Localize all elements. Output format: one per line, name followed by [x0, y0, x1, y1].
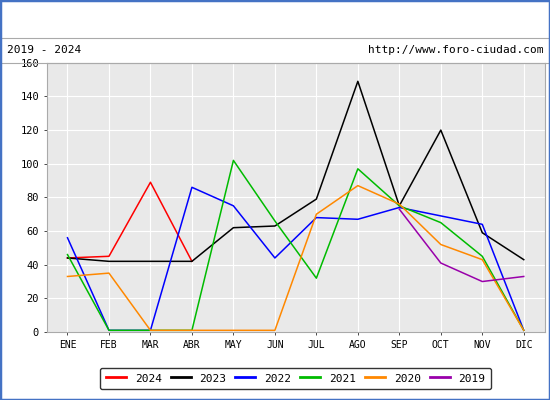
Text: 2019 - 2024: 2019 - 2024	[7, 45, 81, 55]
Text: http://www.foro-ciudad.com: http://www.foro-ciudad.com	[368, 45, 543, 55]
Text: Evolucion Nº Turistas Extranjeros en el municipio de Villaverde de Guadalimar: Evolucion Nº Turistas Extranjeros en el …	[0, 12, 550, 26]
Legend: 2024, 2023, 2022, 2021, 2020, 2019: 2024, 2023, 2022, 2021, 2020, 2019	[100, 368, 491, 389]
